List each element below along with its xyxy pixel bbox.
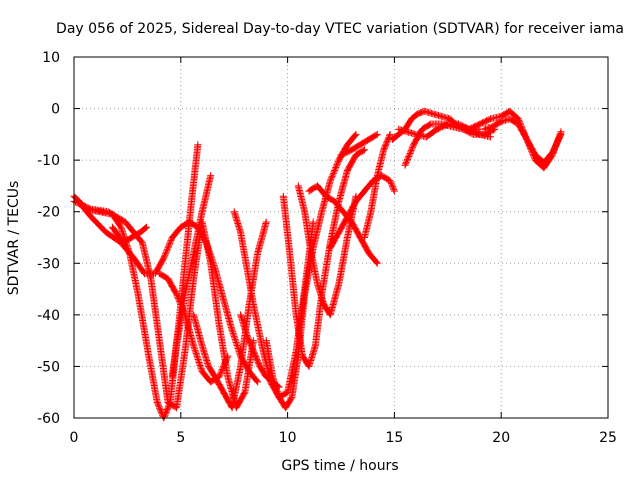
ticks: 0 5 10 15 20 25 10 0 -10 -20 -30 -40 -50 -60: [37, 50, 617, 446]
chart-title: Day 056 of 2025, Sidereal Day-to-day VTE…: [56, 21, 624, 37]
y-tick-label: -60: [37, 411, 60, 427]
y-tick-label: 10: [42, 50, 60, 66]
x-tick-label: 0: [70, 430, 79, 446]
series-track-9: [279, 146, 368, 370]
x-tick-label: 10: [279, 430, 297, 446]
data-markers: [262, 130, 360, 412]
x-tick-label: 20: [492, 430, 510, 446]
data-markers: [279, 146, 368, 370]
plot-frame: [73, 56, 609, 419]
data-points: [70, 107, 565, 422]
x-tick-label: 25: [599, 430, 617, 446]
x-axis-label: GPS time / hours: [281, 458, 398, 474]
series-track-6: [168, 141, 202, 381]
y-axis-label: SDTVAR / TECUs: [6, 181, 22, 296]
data-markers: [108, 223, 151, 247]
series-track-10: [237, 311, 283, 391]
series-track-16: [337, 130, 381, 159]
data-markers: [305, 182, 381, 267]
y-tick-label: -50: [37, 359, 60, 375]
series-track-21: [480, 115, 565, 167]
y-tick-label: -30: [37, 256, 60, 272]
x-tick-label: 15: [385, 430, 403, 446]
series-track-4: [108, 223, 151, 247]
y-tick-label: -10: [37, 153, 60, 169]
series-track-13: [305, 182, 381, 267]
series-track-11: [262, 130, 360, 412]
y-tick-label: -40: [37, 308, 60, 324]
x-tick-label: 5: [176, 430, 185, 446]
data-markers: [337, 130, 381, 159]
series-track-15: [361, 130, 394, 241]
data-markers: [480, 115, 565, 167]
y-tick-label: -20: [37, 205, 60, 221]
data-markers: [168, 141, 202, 381]
data-markers: [237, 311, 283, 391]
y-tick-label: 0: [51, 102, 60, 118]
data-markers: [361, 130, 394, 241]
